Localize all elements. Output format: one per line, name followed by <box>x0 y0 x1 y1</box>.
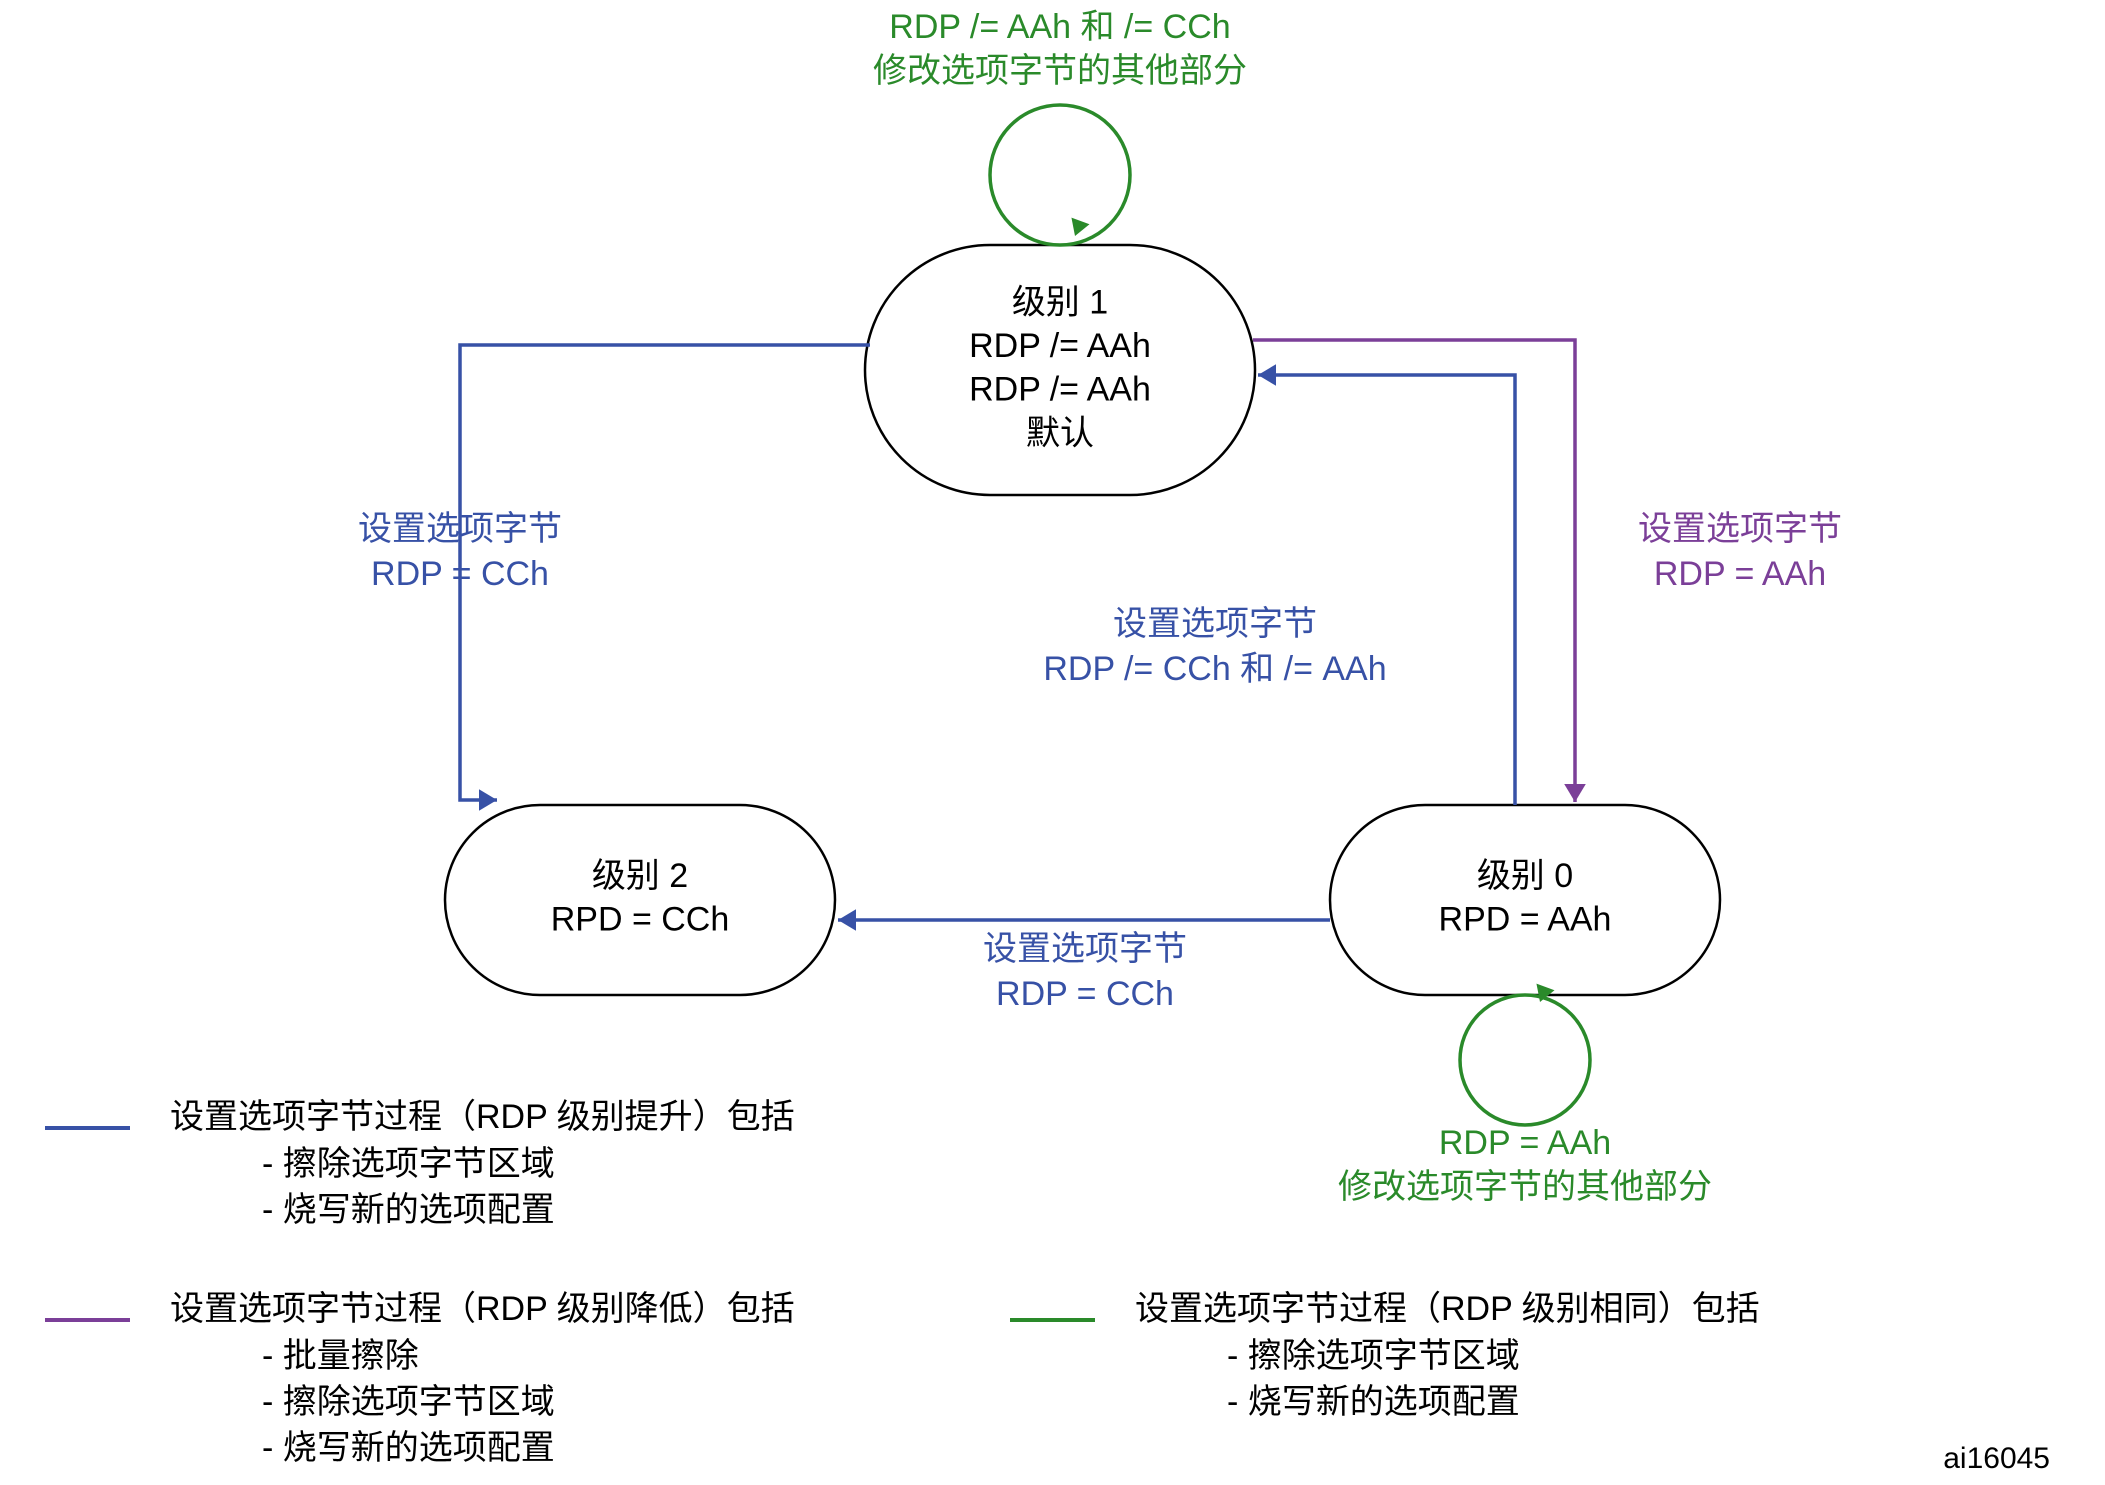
node-label: RPD = CCh <box>551 901 730 939</box>
legend-item: - 烧写新的选项配置 <box>262 1429 555 1467</box>
node-label: RDP /= AAh <box>969 371 1151 409</box>
node-label: RPD = AAh <box>1439 901 1612 939</box>
node-label: 级别 1 <box>1012 284 1108 322</box>
node-label: RDP /= AAh <box>969 327 1151 365</box>
edge-label: RDP = AAh <box>1654 555 1826 593</box>
legend-item: - 擦除选项字节区域 <box>1227 1337 1520 1375</box>
edge-label: RDP = CCh <box>996 975 1174 1013</box>
legend-title: 设置选项字节过程（RDP 级别降低）包括 <box>170 1290 795 1328</box>
edge-label: 设置选项字节 <box>983 930 1187 968</box>
node-label: 级别 0 <box>1477 857 1573 895</box>
legend-item: - 烧写新的选项配置 <box>262 1191 555 1229</box>
state-node-level2: 级别 2 RPD = CCh <box>445 805 835 995</box>
loop-label: 修改选项字节的其他部分 <box>1338 1168 1712 1206</box>
state-node-level0: 级别 0 RPD = AAh <box>1330 805 1720 995</box>
edge-l0_to_l1_blue <box>1258 375 1515 805</box>
legend-item: - 擦除选项字节区域 <box>262 1383 555 1421</box>
edge-l1-to-l0 <box>1253 340 1575 802</box>
figure-id: ai16045 <box>1943 1442 2050 1475</box>
diagram-canvas: 级别 1RDP /= AAhRDP /= AAh默认级别 2RPD = CCh级… <box>0 0 2105 1485</box>
edge-label: 设置选项字节 <box>358 510 562 548</box>
legend-item: - 擦除选项字节区域 <box>262 1145 555 1183</box>
legend-title: 设置选项字节过程（RDP 级别提升）包括 <box>170 1098 795 1136</box>
loop-label: RDP = AAh <box>1439 1124 1611 1162</box>
loop-label: 修改选项字节的其他部分 <box>873 52 1247 90</box>
self-loop <box>990 105 1130 245</box>
edge-label: 设置选项字节 <box>1638 510 1842 548</box>
edge-label: RDP = CCh <box>371 555 549 593</box>
loop-label: RDP /= AAh 和 /= CCh <box>889 8 1230 46</box>
state-node-level1: 级别 1 RDP /= AAh RDP /= AAh 默认 <box>865 245 1255 495</box>
node-label: 级别 2 <box>592 857 688 895</box>
legend-title: 设置选项字节过程（RDP 级别相同）包括 <box>1135 1290 1760 1328</box>
legend-item: - 批量擦除 <box>262 1337 419 1375</box>
legend-item: - 烧写新的选项配置 <box>1227 1383 1520 1421</box>
edge-label: 设置选项字节 <box>1113 605 1317 643</box>
self-loop <box>1460 995 1590 1125</box>
edge-label: RDP /= CCh 和 /= AAh <box>1043 650 1386 688</box>
node-label: 默认 <box>1026 414 1094 452</box>
